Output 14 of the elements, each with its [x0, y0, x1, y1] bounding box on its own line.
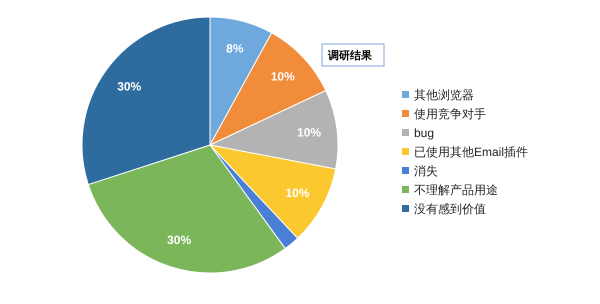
data-label: 30% — [167, 232, 192, 247]
data-label: 10% — [297, 125, 322, 140]
data-label: 30% — [117, 79, 142, 94]
legend-label: 没有感到价值 — [414, 202, 486, 216]
legend-label: bug — [414, 126, 434, 140]
legend-label: 已使用其他Email插件 — [414, 145, 528, 159]
data-label: 10% — [270, 70, 296, 84]
legend-label: 其他浏览器 — [414, 88, 474, 102]
legend-label: 使用竞争对手 — [414, 107, 486, 121]
data-label: 8% — [226, 41, 244, 56]
legend-label: 不理解产品用途 — [414, 183, 498, 197]
legend-label: 消失 — [414, 164, 438, 178]
data-label: 10% — [285, 186, 310, 200]
text: 调研结果 — [327, 49, 373, 62]
